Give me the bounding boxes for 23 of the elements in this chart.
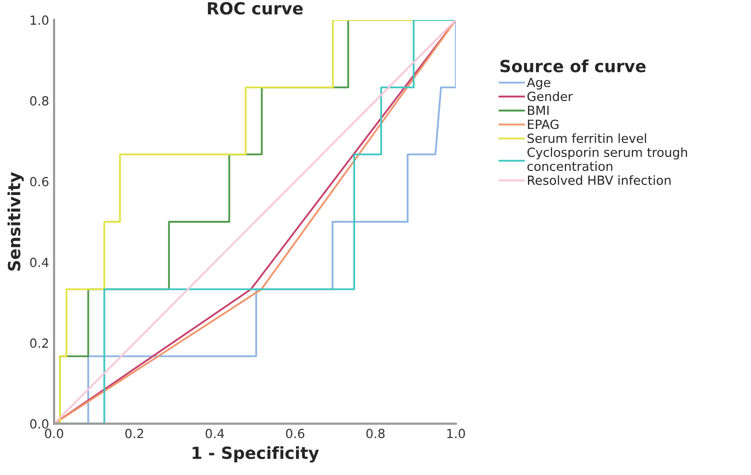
legend-label: Serum ferritin level [528, 133, 646, 144]
legend-label: BMI [528, 106, 549, 115]
y-tick-label: 0.2 [30, 338, 48, 348]
y-axis-title: Sensitivity [8, 172, 24, 271]
x-axis-title: 1 - Specificity [192, 446, 319, 462]
y-tick-label: 1.0 [30, 15, 48, 25]
x-tick-label: 0.8 [366, 428, 385, 438]
y-tick-label: 0.4 [30, 258, 49, 268]
chart-title: ROC curve [208, 2, 303, 15]
legend-label: Cyclosporin serum trough concentration [527, 147, 688, 172]
x-tick-label: 0.0 [44, 428, 64, 438]
y-tick-label: 0.0 [30, 419, 48, 429]
legend-title: Source of curve [500, 59, 646, 72]
legend-label: Resolved HBV infection [528, 175, 671, 185]
x-tick-label: 0.4 [206, 428, 224, 438]
x-tick-label: 1.0 [447, 428, 465, 438]
legend-label: Gender [527, 91, 573, 102]
y-tick-label: 0.6 [30, 176, 48, 186]
legend-label: Age [526, 78, 550, 90]
legend-label: EPAG [528, 120, 558, 130]
x-tick-label: 0.2 [125, 428, 144, 438]
x-tick-label: 0.6 [286, 428, 304, 438]
y-tick-label: 0.8 [30, 96, 48, 106]
